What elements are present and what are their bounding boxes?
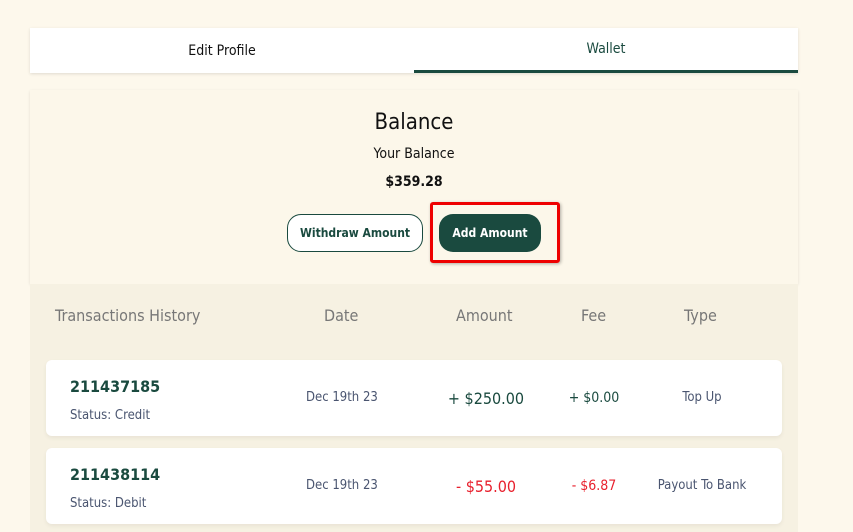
transactions-table: Transactions History Date Amount Fee Typ… bbox=[30, 284, 798, 532]
tab-bar: Edit Profile Wallet bbox=[30, 28, 798, 73]
transaction-fee: - $6.87 bbox=[571, 478, 617, 494]
transaction-date: Dec 19th 23 bbox=[306, 478, 378, 493]
balance-subtitle: Your Balance bbox=[373, 146, 455, 162]
header-transactions-history: Transactions History bbox=[55, 306, 201, 325]
table-row[interactable]: 211438114 Status: Debit Dec 19th 23 - $5… bbox=[46, 448, 782, 524]
transaction-amount: - $55.00 bbox=[455, 477, 517, 496]
tab-edit-profile[interactable]: Edit Profile bbox=[188, 42, 256, 59]
add-amount-button[interactable]: Add Amount bbox=[439, 214, 541, 252]
balance-title: Balance bbox=[374, 110, 454, 135]
header-fee: Fee bbox=[581, 306, 607, 325]
highlight-box bbox=[430, 202, 560, 263]
balance-card: Balance Your Balance $359.28 Withdraw Am… bbox=[30, 90, 798, 284]
transaction-type: Top Up bbox=[682, 390, 722, 405]
header-amount: Amount bbox=[456, 306, 513, 325]
transaction-date: Dec 19th 23 bbox=[306, 390, 378, 405]
table-row[interactable]: 211437185 Status: Credit Dec 19th 23 + $… bbox=[46, 360, 782, 436]
header-date: Date bbox=[324, 306, 359, 325]
transaction-id: 211437185 bbox=[70, 377, 161, 396]
withdraw-amount-button[interactable]: Withdraw Amount bbox=[287, 214, 423, 252]
tab-wallet[interactable]: Wallet bbox=[414, 28, 798, 73]
balance-value: $359.28 bbox=[385, 174, 443, 190]
transaction-status: Status: Credit bbox=[70, 408, 151, 423]
transaction-type: Payout To Bank bbox=[657, 478, 747, 493]
transaction-status: Status: Debit bbox=[70, 496, 147, 511]
header-type: Type bbox=[684, 306, 717, 325]
transaction-fee: + $0.00 bbox=[568, 390, 620, 406]
transaction-id: 211438114 bbox=[70, 465, 161, 484]
transaction-amount: + $250.00 bbox=[447, 389, 525, 408]
